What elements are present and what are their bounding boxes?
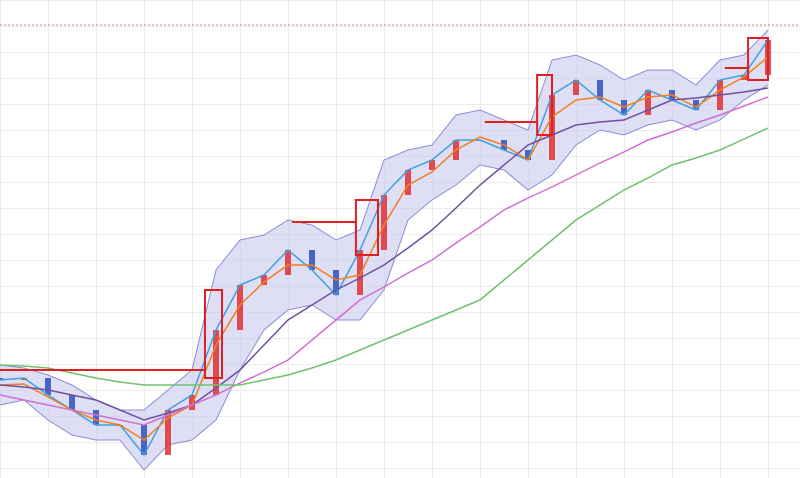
candle — [597, 80, 603, 100]
candle — [333, 270, 339, 295]
candle — [357, 250, 363, 295]
candle — [213, 330, 219, 395]
moving-average — [0, 39, 769, 457]
candle — [525, 150, 531, 160]
band-line — [0, 29, 769, 411]
moving-average — [0, 56, 769, 441]
candle — [645, 90, 651, 115]
candle — [45, 378, 51, 395]
candle — [381, 195, 387, 250]
breakout-box — [747, 37, 770, 81]
candle — [0, 378, 3, 380]
breakout-box — [536, 74, 553, 136]
candle — [429, 160, 435, 170]
breakout-box — [354, 199, 380, 256]
candle — [165, 410, 171, 455]
moving-average — [0, 96, 769, 426]
band-line — [0, 84, 769, 471]
candle — [285, 250, 291, 275]
candle — [21, 378, 27, 380]
candle — [405, 170, 411, 195]
candle — [261, 275, 267, 285]
candle — [693, 100, 699, 110]
moving-average — [0, 127, 769, 386]
breakout-box — [203, 289, 224, 379]
candle — [573, 80, 579, 95]
candle — [189, 395, 195, 410]
candle — [93, 410, 99, 425]
candle — [309, 250, 315, 270]
candle — [69, 395, 75, 410]
moving-average — [0, 87, 769, 421]
candle — [237, 285, 243, 330]
